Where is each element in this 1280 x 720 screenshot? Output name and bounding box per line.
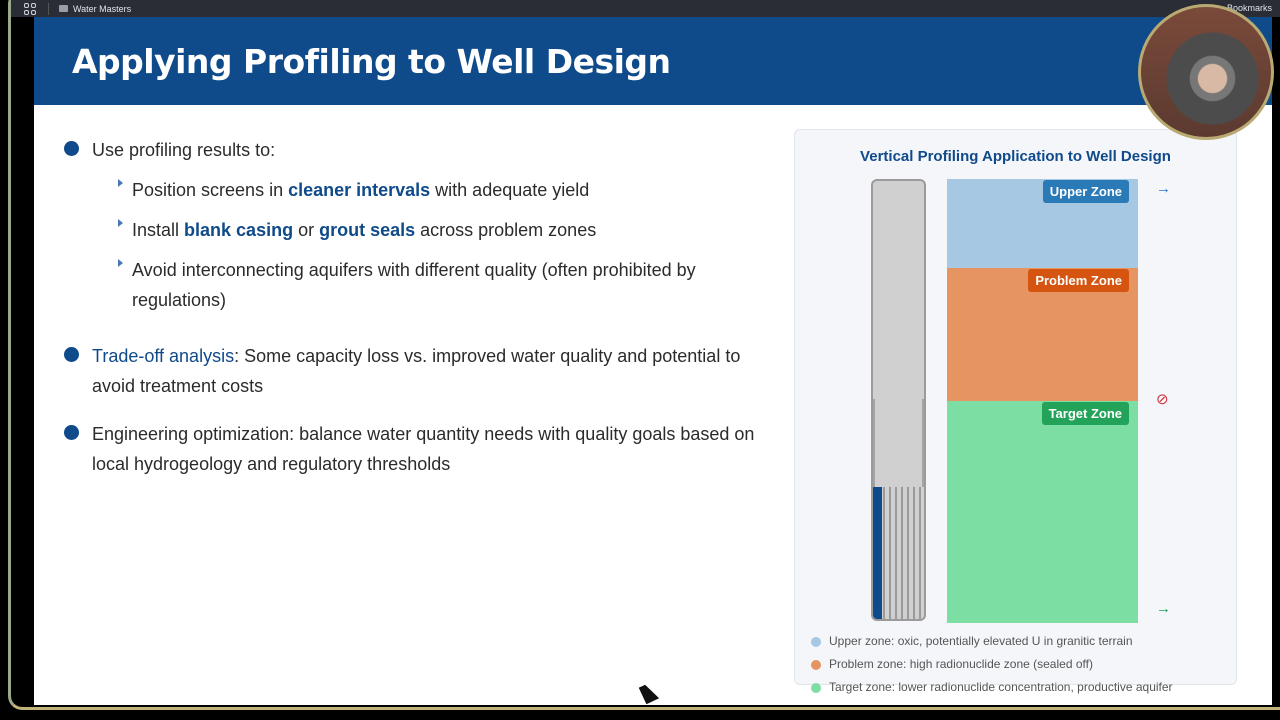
legend-text: Problem zone: high radionuclide zone (se… [829, 657, 1093, 671]
grout-seal [873, 399, 924, 487]
divider [48, 2, 49, 15]
target-zone: Target Zone [947, 401, 1138, 623]
well-design-diagram: Vertical Profiling Application to Well D… [794, 129, 1237, 694]
problem-zone-tag: Problem Zone [1028, 269, 1129, 292]
bullet-item: Trade-off analysis: Some capacity loss v… [64, 341, 764, 401]
prohibited-icon: ⊘ [1156, 391, 1169, 408]
highlight-text: grout seals [319, 220, 416, 240]
highlight-text: cleaner intervals [288, 180, 431, 200]
legend-text: Target zone: lower radionuclide concentr… [829, 680, 1173, 694]
text: or [293, 220, 320, 240]
triangle-bullet-icon [118, 259, 123, 267]
water-column [873, 487, 882, 619]
presenter-webcam [1138, 4, 1274, 140]
problem-zone: Problem Zone [947, 268, 1138, 401]
legend-swatch [811, 659, 821, 670]
triangle-bullet-icon [118, 219, 123, 227]
diagram-title: Vertical Profiling Application to Well D… [860, 148, 1171, 165]
bullet-dot-icon [64, 425, 79, 440]
bookmark-folder-label[interactable]: Water Masters [73, 3, 132, 14]
bullet-dot-icon [64, 141, 79, 156]
window-frame [8, 0, 1280, 710]
legend-text: Upper zone: oxic, potentially elevated U… [829, 634, 1133, 648]
slide: Applying Profiling to Well Design Use pr… [34, 17, 1272, 705]
highlight-text: Trade-off analysis [92, 346, 235, 366]
folder-icon [59, 5, 68, 12]
legend-item: Problem zone: high radionuclide zone (se… [811, 653, 1173, 676]
legend-swatch [811, 682, 821, 693]
bullet-text: Use profiling results to: [92, 140, 276, 160]
legend-item: Target zone: lower radionuclide concentr… [811, 676, 1173, 699]
arrow-right-icon: → [1156, 600, 1171, 617]
sub-bullet-item: Install blank casing or grout seals acro… [92, 215, 764, 245]
bookmarks-label[interactable]: Bookmarks [1226, 3, 1272, 13]
text: Position screens in [132, 180, 289, 200]
arrow-right-icon: → [1156, 180, 1171, 197]
bullet-dot-icon [64, 347, 79, 362]
text: Avoid interconnecting aquifers with diff… [132, 260, 696, 310]
slide-title: Applying Profiling to Well Design [72, 41, 671, 81]
bullet-text: Engineering optimization: balance water … [92, 424, 755, 474]
bullet-item: Use profiling results to: Position scree… [64, 135, 764, 315]
legend-swatch [811, 636, 821, 647]
browser-bar: Water Masters Bookmarks [11, 0, 1280, 17]
bullet-item: Engineering optimization: balance water … [64, 419, 764, 479]
legend-item: Upper zone: oxic, potentially elevated U… [811, 630, 1173, 653]
upper-zone-tag: Upper Zone [1042, 180, 1129, 203]
upper-zone: Upper Zone [947, 179, 1138, 268]
apps-grid-icon[interactable] [24, 2, 38, 15]
bullet-text: : Some capacity loss vs. improved water … [92, 346, 741, 396]
text: with adequate yield [430, 180, 590, 200]
bullet-list: Use profiling results to: Position scree… [64, 135, 764, 493]
text: across problem zones [415, 220, 597, 240]
well-casing [871, 179, 926, 621]
slide-header: Applying Profiling to Well Design [34, 17, 1272, 105]
text: Install [132, 220, 185, 240]
triangle-bullet-icon [118, 179, 123, 187]
sub-bullet-item: Avoid interconnecting aquifers with diff… [92, 255, 764, 315]
sub-bullet-item: Position screens in cleaner intervals wi… [92, 175, 764, 205]
target-zone-tag: Target Zone [1041, 402, 1129, 425]
highlight-text: blank casing [184, 220, 294, 240]
legend: Upper zone: oxic, potentially elevated U… [811, 630, 1173, 699]
